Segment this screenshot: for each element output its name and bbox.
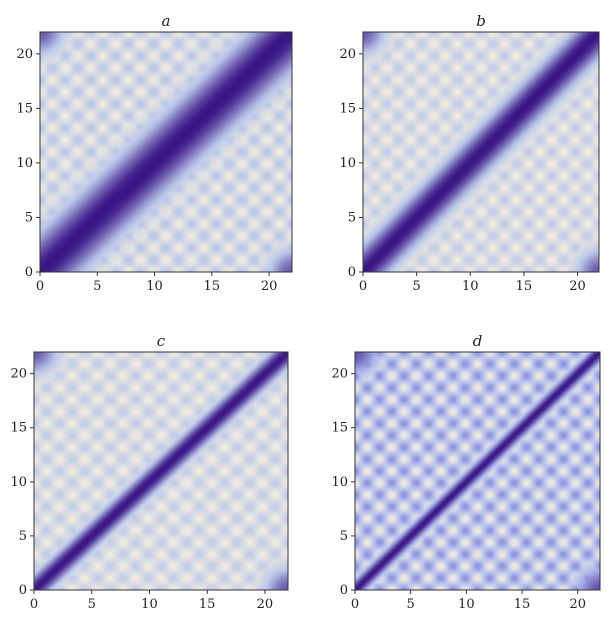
y-tick-label: 0 (25, 265, 33, 280)
x-tick-label: 10 (146, 279, 163, 294)
x-tick-label: 15 (199, 597, 216, 612)
x-tick-label: 20 (261, 279, 278, 294)
y-tick-label: 10 (10, 475, 27, 490)
panel-title: d (473, 332, 483, 350)
y-tick-label: 15 (339, 101, 356, 116)
y-tick-label: 15 (16, 101, 33, 116)
y-tick-label: 0 (340, 583, 348, 598)
x-tick-label: 20 (569, 597, 586, 612)
x-tick-label: 20 (569, 279, 586, 294)
x-tick-label: 0 (351, 597, 359, 612)
plot-frame (39, 31, 293, 273)
y-tick-label: 10 (339, 156, 356, 171)
y-tick-label: 20 (10, 367, 27, 382)
x-tick-label: 15 (514, 597, 531, 612)
panel-title: c (157, 332, 166, 350)
y-tick-label: 5 (19, 529, 27, 544)
x-tick-label: 15 (516, 279, 533, 294)
x-tick-label: 10 (458, 597, 475, 612)
panel-title: b (476, 12, 486, 30)
heatmap-image (355, 352, 600, 590)
x-tick-label: 0 (36, 279, 44, 294)
heatmap-panel-d: d 0 5 10 15 20 0 5 10 15 20 (331, 332, 601, 612)
x-tick-label: 5 (88, 597, 96, 612)
x-tick-label: 0 (359, 279, 367, 294)
heatmap-image (34, 352, 288, 590)
y-tick-label: 0 (19, 583, 27, 598)
heatmap-panel-b: b 0 5 10 15 20 0 5 10 15 20 (339, 12, 600, 294)
x-tick-label: 5 (412, 279, 420, 294)
y-tick-label: 15 (331, 421, 348, 436)
y-tick-label: 10 (331, 475, 348, 490)
plot-frame (33, 351, 289, 591)
heatmap-panel-a: a 0 5 10 15 20 0 5 10 15 20 (16, 12, 293, 294)
y-tick-label: 15 (10, 421, 27, 436)
y-tick-label: 5 (25, 210, 33, 225)
x-tick-label: 0 (30, 597, 38, 612)
plot-frame (354, 351, 601, 591)
panel-title: a (162, 12, 171, 30)
x-tick-label: 10 (462, 279, 479, 294)
x-tick-label: 20 (257, 597, 274, 612)
heatmap-image (363, 32, 599, 272)
x-tick-label: 5 (407, 597, 415, 612)
x-tick-label: 15 (204, 279, 221, 294)
plot-frame (362, 31, 600, 273)
heatmap-panel-c: c 0 5 10 15 20 0 5 10 15 20 (10, 332, 289, 612)
x-tick-label: 10 (141, 597, 158, 612)
y-tick-label: 5 (340, 529, 348, 544)
y-tick-label: 20 (339, 47, 356, 62)
y-tick-label: 20 (16, 47, 33, 62)
y-tick-label: 5 (348, 210, 356, 225)
x-tick-label: 5 (93, 279, 101, 294)
y-tick-label: 10 (16, 156, 33, 171)
y-tick-label: 20 (331, 367, 348, 382)
heatmap-image (40, 32, 292, 272)
y-tick-label: 0 (348, 265, 356, 280)
